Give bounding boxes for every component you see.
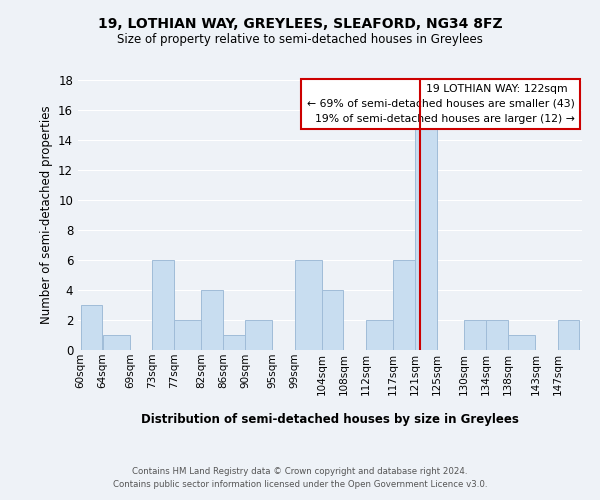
Bar	[295, 260, 322, 350]
Bar	[557, 320, 579, 350]
Bar	[174, 320, 201, 350]
Bar	[152, 260, 173, 350]
Text: Size of property relative to semi-detached houses in Greylees: Size of property relative to semi-detach…	[117, 32, 483, 46]
Text: 19 LOTHIAN WAY: 122sqm  
← 69% of semi-detached houses are smaller (43)
  19% of: 19 LOTHIAN WAY: 122sqm ← 69% of semi-det…	[307, 84, 574, 124]
Y-axis label: Number of semi-detached properties: Number of semi-detached properties	[40, 106, 53, 324]
Bar	[245, 320, 272, 350]
Bar	[202, 290, 223, 350]
Text: Contains HM Land Registry data © Crown copyright and database right 2024.: Contains HM Land Registry data © Crown c…	[132, 468, 468, 476]
Bar	[223, 335, 245, 350]
Bar	[464, 320, 486, 350]
Text: 19, LOTHIAN WAY, GREYLEES, SLEAFORD, NG34 8FZ: 19, LOTHIAN WAY, GREYLEES, SLEAFORD, NG3…	[98, 18, 502, 32]
Bar	[415, 125, 437, 350]
Text: Distribution of semi-detached houses by size in Greylees: Distribution of semi-detached houses by …	[141, 412, 519, 426]
Bar	[508, 335, 535, 350]
Bar	[487, 320, 508, 350]
Bar	[81, 305, 103, 350]
Bar	[103, 335, 130, 350]
Text: Contains public sector information licensed under the Open Government Licence v3: Contains public sector information licen…	[113, 480, 487, 489]
Bar	[322, 290, 343, 350]
Bar	[393, 260, 415, 350]
Bar	[366, 320, 393, 350]
